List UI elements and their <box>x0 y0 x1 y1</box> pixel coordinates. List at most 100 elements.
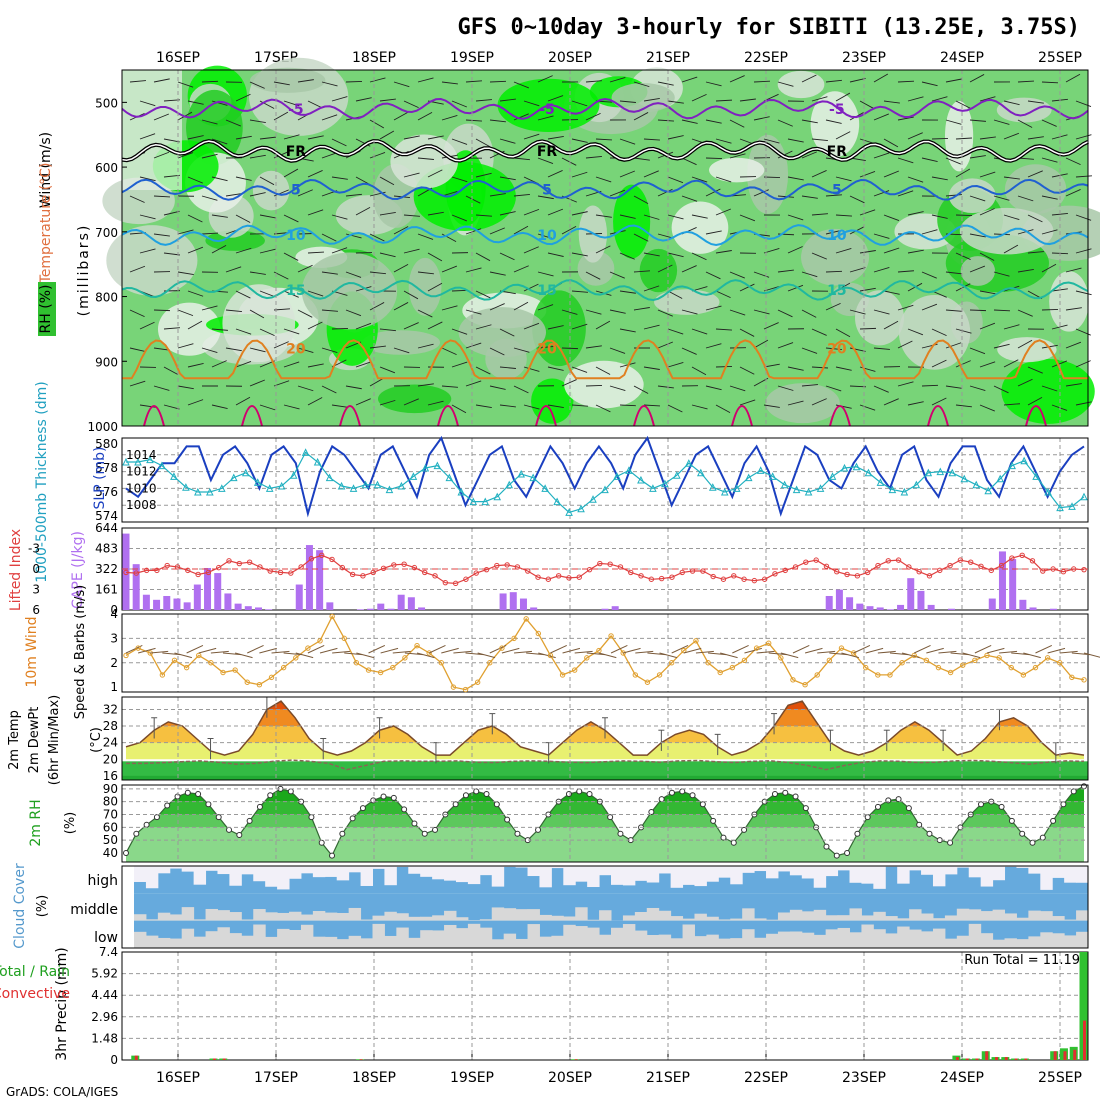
chart-title: GFS 0~10day 3-hourly for SIBITI (13.25E,… <box>457 15 1080 40</box>
wind-barb <box>297 264 313 273</box>
wind-speed-point <box>523 616 529 622</box>
wind-barb <box>465 342 482 349</box>
wind-barb <box>201 153 218 159</box>
wind-barb <box>222 652 241 656</box>
rh-point <box>390 794 397 801</box>
li-point <box>607 561 613 567</box>
wind-speed-point <box>547 652 554 659</box>
wind-barb <box>667 100 684 104</box>
wind-barb <box>993 271 1010 277</box>
wind-barb <box>715 99 733 102</box>
wind-barb <box>683 647 702 654</box>
cloud-cover-fill <box>873 929 886 948</box>
wind-barb <box>441 233 457 243</box>
wind-barb <box>1065 383 1082 387</box>
rh-region <box>613 184 651 259</box>
wind-barb <box>955 100 971 109</box>
li-point <box>185 567 191 574</box>
wind-barb <box>201 195 218 201</box>
wind-barb <box>331 404 348 408</box>
wind-barb <box>945 309 962 312</box>
cape-bar <box>316 550 324 610</box>
wind-barb <box>561 379 577 387</box>
wind-barb <box>379 328 396 332</box>
wind-barb <box>691 252 707 261</box>
wind-barb <box>153 385 170 391</box>
wind-barb <box>777 385 794 391</box>
y-tick-label: 1.48 <box>91 1031 118 1045</box>
wind-barb <box>787 176 804 181</box>
wind-barb <box>451 138 468 145</box>
cloud-cover-fill <box>909 929 922 948</box>
wind-barb <box>368 644 386 654</box>
wind-barb <box>561 347 579 350</box>
wind-barb <box>681 265 697 273</box>
thickness-point <box>1020 456 1028 465</box>
cloud-cover-fill <box>193 919 207 921</box>
wind-barb <box>647 652 666 656</box>
wind-barb <box>369 119 385 129</box>
thickness-point <box>397 481 406 490</box>
wind-speed-point <box>535 630 542 637</box>
thickness-point <box>768 472 777 480</box>
cloud-cover-fill <box>145 935 159 948</box>
wind-barb <box>753 80 771 83</box>
y-tick-label: 1 <box>110 680 118 694</box>
wind-barb <box>633 81 650 88</box>
cape-bar <box>153 599 161 610</box>
rh-point <box>905 805 912 812</box>
wind-barb <box>1075 214 1092 221</box>
wind-barb <box>345 309 362 317</box>
rh-point <box>823 843 830 850</box>
thickness-point <box>1080 492 1088 501</box>
wind-barb <box>801 384 818 387</box>
y-tick-label: 32 <box>103 702 118 716</box>
wind-barb <box>657 119 674 122</box>
wind-barb <box>859 327 877 330</box>
wind-barb <box>416 652 435 659</box>
wind-barb <box>355 398 371 406</box>
rh-point <box>792 793 799 800</box>
wind-barb <box>950 652 969 656</box>
wind-barb <box>1017 378 1033 387</box>
legend-temperature: Temperature (°C) <box>38 163 54 285</box>
wind-barb <box>609 77 626 83</box>
wind-barb <box>321 309 338 312</box>
li-point <box>823 563 830 569</box>
li-point <box>895 557 902 563</box>
rh-region <box>810 91 860 158</box>
wind-barb <box>513 81 530 89</box>
li-point <box>195 571 201 578</box>
rh-point <box>401 806 408 813</box>
wind-barb <box>825 79 842 83</box>
thickness-point <box>876 478 885 486</box>
cloud-cover-fill <box>658 934 672 948</box>
cloud-cover-fill <box>551 915 564 921</box>
thickness-point <box>888 485 897 494</box>
cloud-cover-fill <box>754 866 767 872</box>
cloud-cover-fill <box>241 866 254 875</box>
wind-barb <box>547 95 564 102</box>
wind-barb <box>417 383 434 387</box>
cloud-cover-fill <box>897 926 910 948</box>
wind-barb <box>321 152 338 159</box>
cloud-cover-fill <box>646 907 660 921</box>
rh-point <box>205 801 212 808</box>
cloud-cover-fill <box>444 866 457 881</box>
wind-barb <box>187 399 204 406</box>
li-point <box>329 556 335 563</box>
wind-barb <box>979 96 996 102</box>
wind-speed-point <box>353 660 360 666</box>
wind-barb <box>259 647 277 654</box>
li-point <box>875 562 881 569</box>
wind-barb <box>562 647 581 654</box>
wind-barb <box>1017 80 1034 83</box>
wind-barb <box>235 360 252 368</box>
cloud-cover-fill <box>205 908 218 921</box>
thickness-point <box>469 497 478 506</box>
li-point <box>751 577 758 584</box>
wind-barb <box>825 229 842 235</box>
y-tick-label-right: 322 <box>95 562 118 576</box>
rh-region <box>996 97 1052 123</box>
rh-point <box>256 803 263 810</box>
